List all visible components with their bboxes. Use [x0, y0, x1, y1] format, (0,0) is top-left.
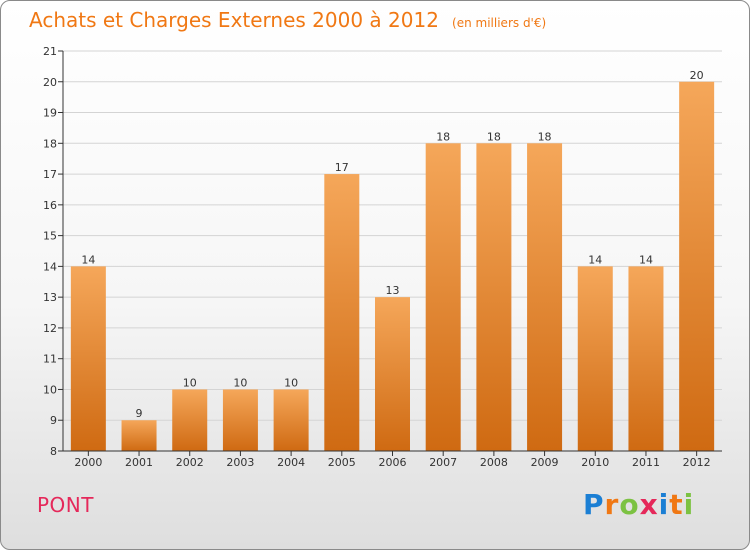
bar-2004: [273, 389, 309, 451]
y-tick-label: 14: [43, 260, 57, 273]
chart-unit: (en milliers d'€): [452, 16, 547, 30]
value-label: 14: [639, 253, 653, 266]
bar-2002: [172, 389, 208, 451]
bars: [70, 81, 715, 452]
y-tick-label: 12: [43, 322, 57, 335]
chart-title-text: Achats et Charges Externes 2000 à 2012: [29, 8, 439, 32]
x-tick-label: 2004: [277, 456, 305, 469]
y-tick-label: 16: [43, 199, 57, 212]
y-tick-label: 19: [43, 107, 57, 120]
value-label: 10: [233, 376, 247, 389]
x-tick-label: 2007: [429, 456, 457, 469]
value-label: 18: [436, 130, 450, 143]
logo-letter: o: [619, 488, 640, 521]
bar-2005: [324, 174, 360, 452]
logo-letter: r: [604, 488, 620, 521]
bar-2008: [476, 143, 512, 452]
x-tick-label: 2000: [74, 456, 102, 469]
x-tick-label: 2002: [176, 456, 204, 469]
logo-letter: P: [583, 488, 605, 521]
bar-2010: [577, 266, 613, 451]
y-tick-label: 18: [43, 137, 57, 150]
chart-title: Achats et Charges Externes 2000 à 2012 (…: [29, 8, 546, 32]
bar-2001: [121, 420, 157, 451]
y-tick-label: 15: [43, 230, 57, 243]
value-label: 18: [538, 130, 552, 143]
bar-2009: [527, 143, 563, 452]
y-tick-label: 20: [43, 76, 57, 89]
x-tick-label: 2006: [379, 456, 407, 469]
logo-letter: i: [683, 488, 695, 521]
value-label: 10: [183, 376, 197, 389]
y-tick-label: 21: [43, 45, 57, 58]
x-tick-label: 2005: [328, 456, 356, 469]
bar-2003: [222, 389, 258, 451]
y-tick-label: 8: [50, 445, 57, 458]
y-tick-label: 10: [43, 383, 57, 396]
logo-letter: x: [639, 488, 659, 521]
x-tick-label: 2010: [581, 456, 609, 469]
value-label: 10: [284, 376, 298, 389]
commune-name: PONT: [37, 493, 94, 517]
logo-letter: i: [658, 488, 670, 521]
x-tick-label: 2012: [683, 456, 711, 469]
y-tick-label: 9: [50, 414, 57, 427]
axes: [58, 50, 722, 456]
labels: 8 9 10 11 12 13 14 15 16 17 18 19 20 21 14 2000 9 2001 10 2…: [43, 45, 711, 469]
x-tick-label: 2001: [125, 456, 153, 469]
y-tick-label: 17: [43, 168, 57, 181]
bar-2012: [679, 81, 715, 452]
value-label: 20: [690, 69, 704, 82]
x-tick-label: 2009: [531, 456, 559, 469]
y-tick-label: 11: [43, 353, 57, 366]
y-tick-label: 13: [43, 291, 57, 304]
bar-2000: [70, 266, 106, 451]
proxiti-logo: Proxiti: [583, 488, 694, 521]
x-tick-label: 2008: [480, 456, 508, 469]
value-label: 13: [386, 284, 400, 297]
value-label: 18: [487, 130, 501, 143]
bar-2007: [425, 143, 461, 452]
value-label: 14: [81, 253, 95, 266]
x-tick-label: 2003: [226, 456, 254, 469]
logo-letter: t: [669, 488, 684, 521]
value-label: 17: [335, 161, 349, 174]
bar-2006: [375, 297, 410, 451]
value-label: 9: [136, 407, 143, 420]
value-label: 14: [588, 253, 602, 266]
bar-2011: [628, 266, 664, 451]
x-tick-label: 2011: [632, 456, 660, 469]
